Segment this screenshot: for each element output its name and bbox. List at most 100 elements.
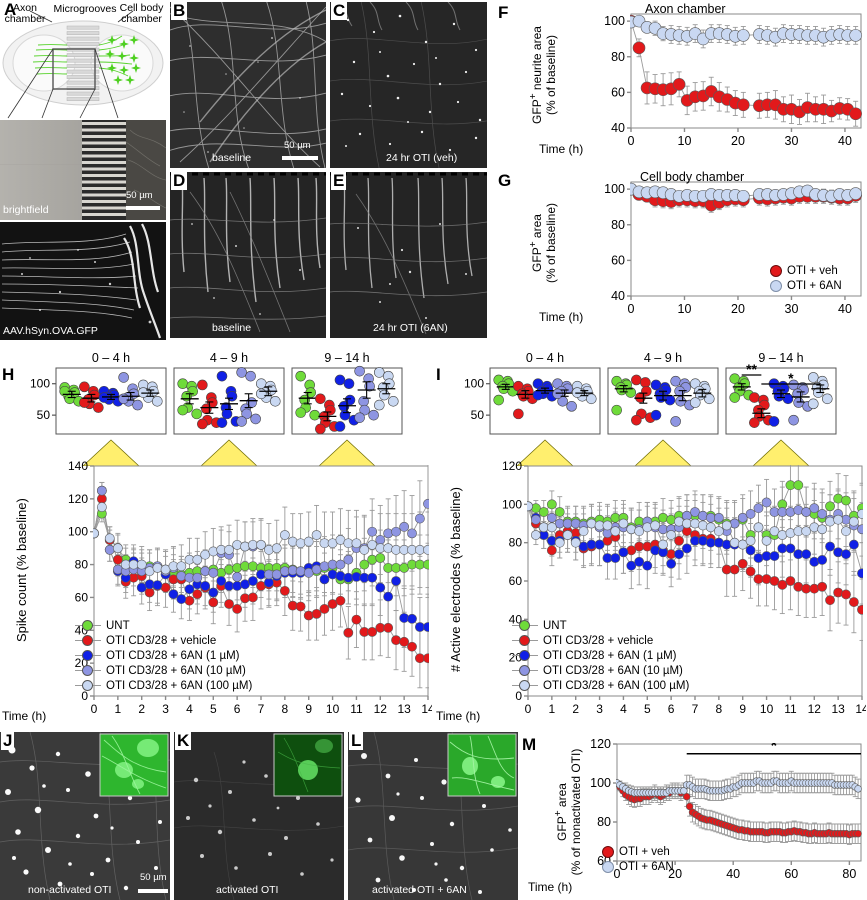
svg-text:40: 40 (611, 289, 625, 303)
svg-text:100: 100 (30, 377, 50, 391)
legend-label: UNT (543, 619, 567, 632)
panel-l-caption: activated OTI + 6AN (372, 884, 467, 896)
panel-g-plot: 40 60 80 100 0 10 20 30 40 (604, 181, 862, 316)
legend-item-oti-6an: OTI + 6AN (602, 859, 674, 874)
panel-label-i: I (436, 365, 441, 384)
svg-text:0: 0 (525, 702, 532, 716)
panel-h-legend: UNT OTI CD3/28 + vehicle OTI CD3/28 + 6A… (75, 618, 252, 693)
legend-marker-green (512, 620, 538, 631)
brightfield-image (0, 120, 166, 220)
svg-text:20: 20 (509, 651, 523, 665)
svg-text:12: 12 (808, 702, 822, 716)
svg-text:30: 30 (785, 302, 799, 316)
panel-label-d: D (171, 171, 188, 190)
panel-f-ylabel: GFP+ neurite area (% of baseline) (528, 26, 558, 124)
svg-text:80: 80 (611, 50, 625, 64)
svg-text:0: 0 (628, 302, 635, 316)
svg-text:10: 10 (678, 134, 692, 148)
svg-text:14: 14 (855, 702, 866, 716)
svg-text:14: 14 (421, 702, 432, 716)
svg-text:40: 40 (838, 302, 852, 316)
panel-f-xlabel: Time (h) (539, 142, 584, 156)
panel-g: G GFP+ area (% of baseline) Time (h) 40 6… (495, 168, 867, 336)
svg-text:9 – 14 h: 9 – 14 h (324, 351, 369, 365)
legend-item-unt: UNT (75, 618, 252, 633)
legend-marker-blue (75, 650, 101, 661)
svg-text:13: 13 (831, 702, 845, 716)
svg-text:**: ** (746, 361, 757, 377)
svg-text:0: 0 (81, 689, 88, 703)
panel-i-legend: UNT OTI CD3/28 + vehicle OTI CD3/28 + 6A… (512, 618, 689, 693)
legend-label: OTI CD3/28 + 6AN (1 µM) (106, 649, 240, 662)
scale-bar-j (138, 889, 168, 893)
svg-text:100: 100 (68, 525, 88, 539)
panel-j-image (0, 732, 170, 900)
legend-label: OTI + 6AN (787, 279, 842, 292)
svg-text:4: 4 (186, 702, 193, 716)
svg-text:8: 8 (716, 702, 723, 716)
panel-c-image (330, 2, 487, 168)
legend-item-6an-10: OTI CD3/28 + 6AN (10 µM) (512, 663, 689, 678)
panel-m-plot: 6080100120020406080* (590, 737, 862, 881)
svg-text:0 – 4 h: 0 – 4 h (526, 351, 564, 365)
svg-text:4: 4 (620, 702, 627, 716)
svg-text:40: 40 (509, 612, 523, 626)
legend-marker-lightblue (770, 279, 782, 292)
legend-label: OTI + veh (787, 264, 838, 277)
svg-text:100: 100 (590, 776, 611, 790)
svg-text:9: 9 (739, 702, 746, 716)
panel-label-m: M (522, 735, 537, 754)
legend-item-vehicle: OTI CD3/28 + vehicle (75, 633, 252, 648)
svg-text:10: 10 (760, 702, 774, 716)
legend-marker-lightblue (75, 680, 101, 691)
legend-marker-red (512, 635, 538, 646)
panels-bcde: B baseline 50 µm (170, 0, 490, 340)
panel-i-xlabel: Time (h) (436, 709, 481, 723)
panel-m: M GFP+ area (% of nonactivated OTI) Time… (520, 732, 867, 900)
svg-text:40: 40 (726, 867, 740, 881)
svg-text:6: 6 (234, 702, 241, 716)
svg-text:50: 50 (37, 408, 51, 422)
legend-marker-red (602, 845, 614, 858)
panel-g-xlabel: Time (h) (539, 310, 584, 324)
svg-text:8: 8 (282, 702, 289, 716)
svg-text:60: 60 (509, 574, 523, 588)
panel-label-l: L (349, 731, 364, 750)
legend-item-6an-1: OTI CD3/28 + 6AN (1 µM) (512, 648, 689, 663)
svg-text:6: 6 (668, 702, 675, 716)
legend-marker-lightblue (512, 680, 538, 691)
label-cell-body-chamber: Cell body chamber (119, 2, 164, 25)
panel-label-k: K (175, 731, 192, 750)
scale-bar-brightfield (126, 206, 160, 210)
legend-item-6an-100: OTI CD3/28 + 6AN (100 µM) (512, 678, 689, 693)
panel-g-title: Cell body chamber (640, 170, 745, 184)
panel-label-j: J (1, 731, 15, 750)
svg-text:7: 7 (692, 702, 699, 716)
svg-text:0 – 4 h: 0 – 4 h (92, 351, 130, 365)
legend-item-6an-100: OTI CD3/28 + 6AN (100 µM) (75, 678, 252, 693)
svg-text:2: 2 (138, 702, 145, 716)
svg-text:3: 3 (162, 702, 169, 716)
scale-bar-b (282, 156, 318, 160)
svg-text:5: 5 (644, 702, 651, 716)
brightfield-caption: brightfield (3, 204, 49, 216)
svg-text:60: 60 (611, 253, 625, 267)
svg-text:80: 80 (597, 815, 611, 829)
svg-text:120: 120 (68, 492, 88, 506)
panel-h-insets: 0 – 4 h 50 100 4 – 9 h 9 – 14 h (30, 351, 403, 466)
svg-text:100: 100 (604, 14, 625, 28)
svg-text:40: 40 (838, 134, 852, 148)
legend-marker-lightblue (602, 860, 614, 873)
svg-text:0: 0 (515, 689, 522, 703)
legend-label: OTI + 6AN (619, 860, 674, 873)
svg-text:13: 13 (397, 702, 411, 716)
panel-g-legend: OTI + veh OTI + 6AN (770, 263, 842, 293)
svg-text:20: 20 (668, 867, 682, 881)
label-microgrooves: Microgrooves (53, 3, 117, 15)
svg-text:0: 0 (628, 134, 635, 148)
microfluidic-device-schematic (2, 10, 164, 119)
